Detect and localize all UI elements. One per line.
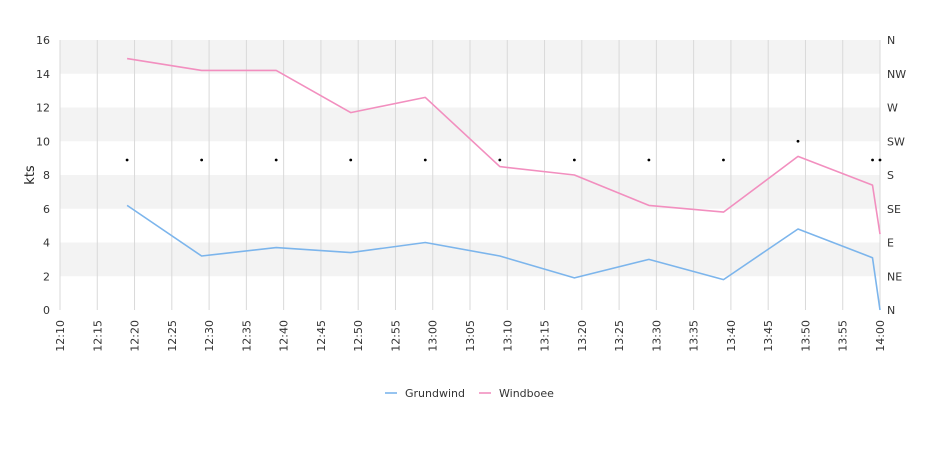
y-tick-label: 12 <box>36 102 50 115</box>
right-tick-label: N <box>887 34 895 47</box>
y-tick-label: 10 <box>36 135 50 148</box>
right-tick-label: N <box>887 304 895 317</box>
right-tick-label: SW <box>887 135 905 148</box>
x-tick-label: 13:25 <box>613 320 626 352</box>
direction-point <box>423 158 427 162</box>
x-tick-label: 13:50 <box>799 320 812 352</box>
x-tick-label: 12:45 <box>315 320 328 352</box>
direction-point <box>200 158 204 162</box>
y-tick-label: 0 <box>43 304 50 317</box>
y-tick-label: 6 <box>43 203 50 216</box>
x-tick-label: 12:15 <box>91 320 104 352</box>
direction-point <box>796 139 800 143</box>
x-tick-label: 12:40 <box>278 320 291 352</box>
x-tick-label: 12:20 <box>129 320 142 352</box>
right-tick-label: S <box>887 169 894 182</box>
series-line-windboee <box>126 57 881 235</box>
right-tick-label: SE <box>887 203 901 216</box>
y-axis-title: kts <box>23 165 38 185</box>
x-tick-label: 13:05 <box>464 320 477 352</box>
right-tick-label: NE <box>887 270 902 283</box>
series-line-grundwind <box>126 204 881 311</box>
direction-point <box>498 158 502 162</box>
series-lines <box>125 57 882 311</box>
y-tick-label: 8 <box>43 169 50 182</box>
direction-point <box>647 158 651 162</box>
legend-label: Windboee <box>499 387 554 400</box>
x-tick-label: 13:40 <box>725 320 738 352</box>
x-tick-label: 12:35 <box>240 320 253 352</box>
x-tick-label: 12:55 <box>389 320 402 352</box>
right-tick-label: W <box>887 102 898 115</box>
direction-point <box>572 158 576 162</box>
x-tick-label: 12:10 <box>54 320 67 352</box>
x-tick-label: 12:25 <box>166 320 179 352</box>
y-tick-label: 16 <box>36 34 50 47</box>
direction-point <box>871 158 874 162</box>
x-tick-label: 13:55 <box>837 320 850 352</box>
direction-point <box>722 158 725 162</box>
y-axis-left: 0 2 4 6 8 10 12 14 16 <box>36 34 50 317</box>
x-tick-label: 13:35 <box>688 320 701 352</box>
y-tick-label: 4 <box>43 237 50 250</box>
x-tick-label: 12:30 <box>203 320 216 352</box>
direction-point <box>125 158 129 162</box>
legend-label: Grundwind <box>405 387 465 400</box>
direction-point <box>274 158 278 162</box>
x-tick-label: 13:30 <box>650 320 663 352</box>
x-axis: 12:10 12:15 12:20 12:25 12:30 12:35 12:40 12:45… <box>54 320 887 352</box>
y-axis-right: N NE E SE S SW W NW N <box>887 34 906 317</box>
y-tick-label: 14 <box>36 68 50 81</box>
x-tick-label: 13:20 <box>576 320 589 352</box>
x-tick-label: 13:45 <box>762 320 775 352</box>
right-tick-label: E <box>887 237 894 250</box>
x-tick-label: 12:50 <box>352 320 365 352</box>
x-tick-label: 13:00 <box>427 320 440 352</box>
y-tick-label: 2 <box>43 270 50 283</box>
vertical-gridlines <box>59 40 881 310</box>
direction-point <box>349 158 353 162</box>
x-tick-label: 13:15 <box>539 320 552 352</box>
x-tick-label: 14:00 <box>874 320 887 352</box>
direction-point <box>878 158 882 162</box>
x-tick-label: 13:10 <box>501 320 514 352</box>
right-tick-label: NW <box>887 68 906 81</box>
legend: Grundwind Windboee <box>385 387 554 400</box>
